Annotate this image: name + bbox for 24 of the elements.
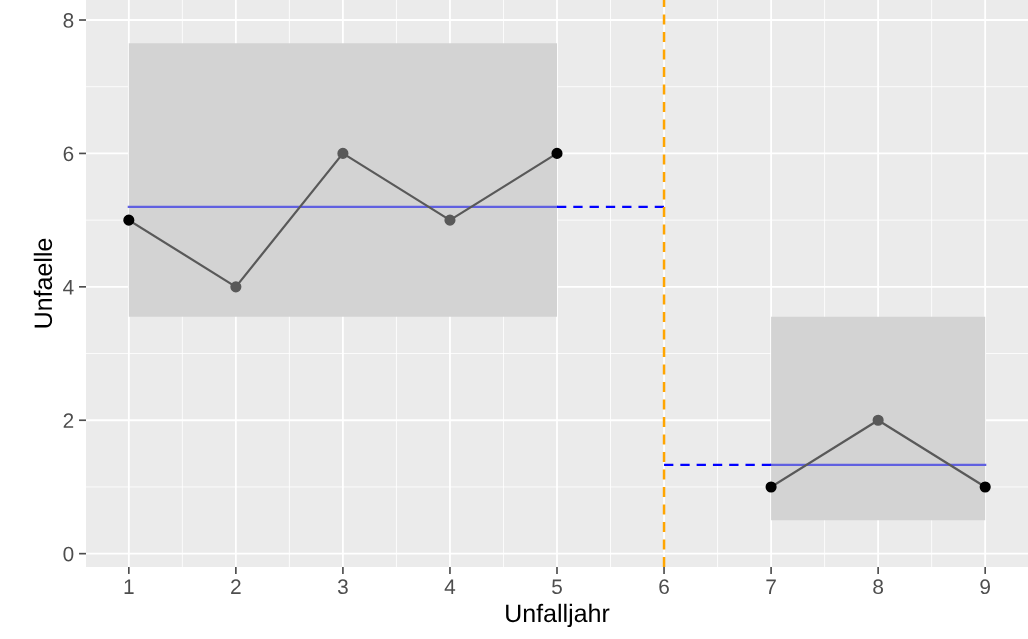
x-tick-label: 2 [231, 579, 241, 594]
point [551, 147, 563, 159]
x-tick-label: 8 [873, 579, 884, 595]
x-tick-label: 4 [444, 579, 456, 594]
point [230, 281, 242, 293]
point [765, 481, 777, 493]
y-tick-label: 4 [63, 280, 74, 295]
x-tick-label: 5 [552, 579, 562, 595]
y-axis-title: Unfaelle [33, 238, 53, 328]
x-tick-label: 6 [659, 579, 669, 595]
point [337, 147, 349, 159]
x-tick-label: 3 [337, 579, 348, 595]
y-tick-label: 6 [63, 146, 74, 162]
y-tick-label: 8 [63, 13, 74, 28]
x-tick-label: 7 [766, 579, 776, 594]
point [872, 414, 884, 426]
x-axis-title: Unfalljahr [506, 603, 610, 628]
point [979, 481, 991, 493]
point [123, 214, 135, 226]
x-tick-label: 9 [980, 579, 990, 595]
x-tick-label: 1 [124, 579, 134, 594]
y-tick-label: 2 [63, 413, 74, 428]
point [444, 214, 456, 226]
y-tick-label: 0 [63, 546, 74, 562]
